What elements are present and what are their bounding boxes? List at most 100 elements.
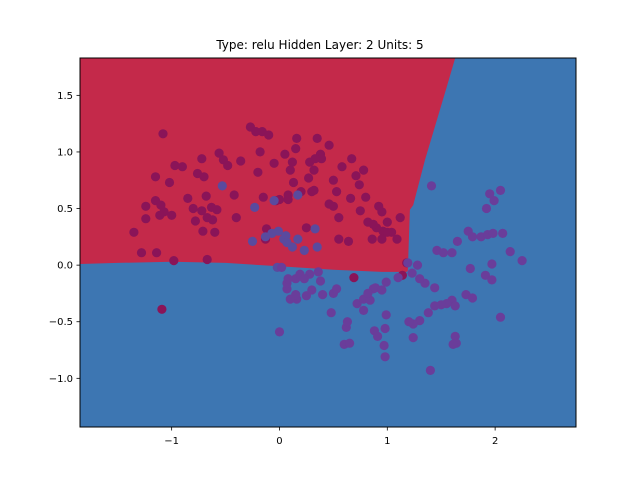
data-point (407, 268, 417, 278)
data-point (217, 181, 227, 191)
data-point (423, 308, 433, 318)
data-point (438, 248, 448, 258)
data-point (465, 263, 475, 274)
data-point (177, 162, 187, 172)
y-tick-label: 0.0 (57, 261, 73, 272)
data-point (328, 201, 338, 211)
data-point (324, 140, 334, 150)
data-point (495, 312, 506, 322)
data-point (214, 148, 224, 158)
data-point (395, 213, 405, 223)
data-point (299, 245, 309, 255)
data-point (332, 187, 342, 197)
data-point (450, 331, 460, 341)
data-point (326, 308, 336, 318)
data-point (489, 196, 499, 206)
data-point (309, 165, 319, 175)
data-point (426, 181, 437, 191)
data-point (430, 301, 440, 311)
data-point (481, 203, 492, 214)
data-point (310, 154, 320, 164)
data-point (236, 156, 246, 166)
y-tick-label: 1.5 (57, 91, 73, 102)
data-point (392, 234, 402, 244)
data-point (231, 213, 241, 223)
data-point (487, 275, 497, 285)
data-point (285, 165, 295, 175)
y-axis: −1.0 −0.5 0.0 0.5 1.0 1.5 (49, 91, 80, 385)
data-point (342, 317, 352, 327)
x-tick-label: 1 (384, 436, 390, 447)
data-point (188, 203, 198, 214)
data-point (150, 172, 161, 182)
data-point (337, 162, 347, 172)
data-point (304, 173, 314, 183)
data-point (485, 189, 495, 199)
data-point (373, 331, 383, 341)
data-point (480, 270, 490, 280)
data-point (352, 299, 362, 309)
data-point (495, 185, 506, 195)
data-point (141, 201, 151, 211)
y-tick-label: −1.0 (49, 374, 73, 385)
data-point (425, 365, 435, 375)
data-point (283, 274, 293, 284)
data-point (202, 254, 212, 265)
data-point (334, 213, 344, 223)
data-point (264, 130, 274, 140)
data-point (359, 305, 369, 315)
data-point (393, 273, 403, 283)
data-point (247, 236, 258, 246)
data-point (316, 154, 327, 164)
data-point (403, 258, 413, 268)
y-tick-label: 0.5 (57, 204, 73, 215)
data-point (309, 185, 319, 195)
data-point (190, 216, 200, 226)
data-point (156, 200, 166, 210)
data-point (343, 236, 354, 246)
data-point (377, 207, 387, 217)
data-point (255, 147, 265, 157)
chart-title: Type: relu Hidden Layer: 2 Units: 5 (215, 38, 423, 52)
data-point (229, 190, 239, 200)
data-point (412, 260, 423, 270)
data-point (301, 291, 311, 301)
data-point (361, 192, 371, 202)
data-point (288, 177, 299, 188)
data-point (332, 284, 342, 294)
data-point (328, 175, 338, 185)
data-point (498, 228, 508, 238)
data-point (349, 273, 359, 283)
data-point (368, 219, 378, 229)
data-point (315, 276, 326, 286)
data-point (467, 293, 478, 303)
data-point (183, 193, 193, 203)
data-point (136, 248, 147, 258)
data-point (293, 234, 303, 244)
data-point (318, 290, 328, 300)
data-point (250, 202, 260, 212)
data-point (277, 262, 287, 272)
x-axis: −1 0 1 2 (164, 427, 498, 447)
data-point (430, 283, 440, 293)
data-point (285, 294, 295, 304)
data-point (299, 274, 309, 284)
data-point (448, 339, 458, 349)
data-point (269, 158, 279, 168)
data-point (152, 248, 162, 258)
data-point (301, 223, 311, 233)
x-tick-label: 2 (492, 436, 498, 447)
data-point (488, 228, 498, 238)
data-point (381, 310, 391, 320)
data-point (291, 144, 301, 154)
data-point (310, 224, 320, 234)
data-point (447, 248, 457, 258)
data-point (363, 288, 373, 298)
data-point (382, 227, 392, 237)
data-point (273, 226, 283, 236)
data-point (169, 256, 179, 266)
data-point (170, 160, 180, 171)
data-point (155, 210, 165, 220)
data-point (354, 180, 364, 190)
